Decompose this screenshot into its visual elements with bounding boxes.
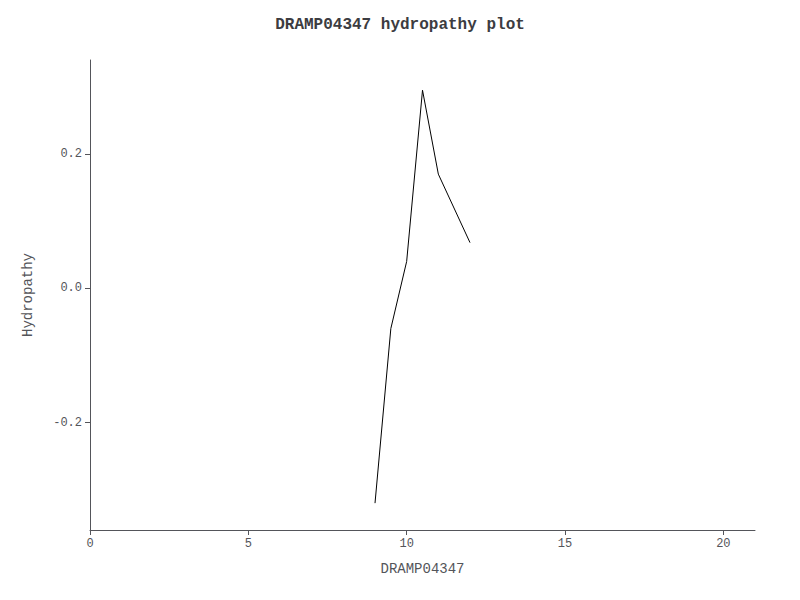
svg-text:0.0: 0.0 (60, 281, 82, 295)
svg-text:15: 15 (558, 537, 572, 551)
svg-text:5: 5 (245, 537, 252, 551)
svg-text:DRAMP04347 hydropathy plot: DRAMP04347 hydropathy plot (275, 16, 525, 34)
svg-text:DRAMP04347: DRAMP04347 (380, 561, 464, 577)
svg-text:20: 20 (716, 537, 730, 551)
svg-text:0: 0 (86, 537, 93, 551)
svg-text:-0.2: -0.2 (53, 416, 82, 430)
svg-text:0.2: 0.2 (60, 147, 82, 161)
svg-text:10: 10 (399, 537, 413, 551)
svg-text:Hydropathy: Hydropathy (20, 253, 36, 337)
